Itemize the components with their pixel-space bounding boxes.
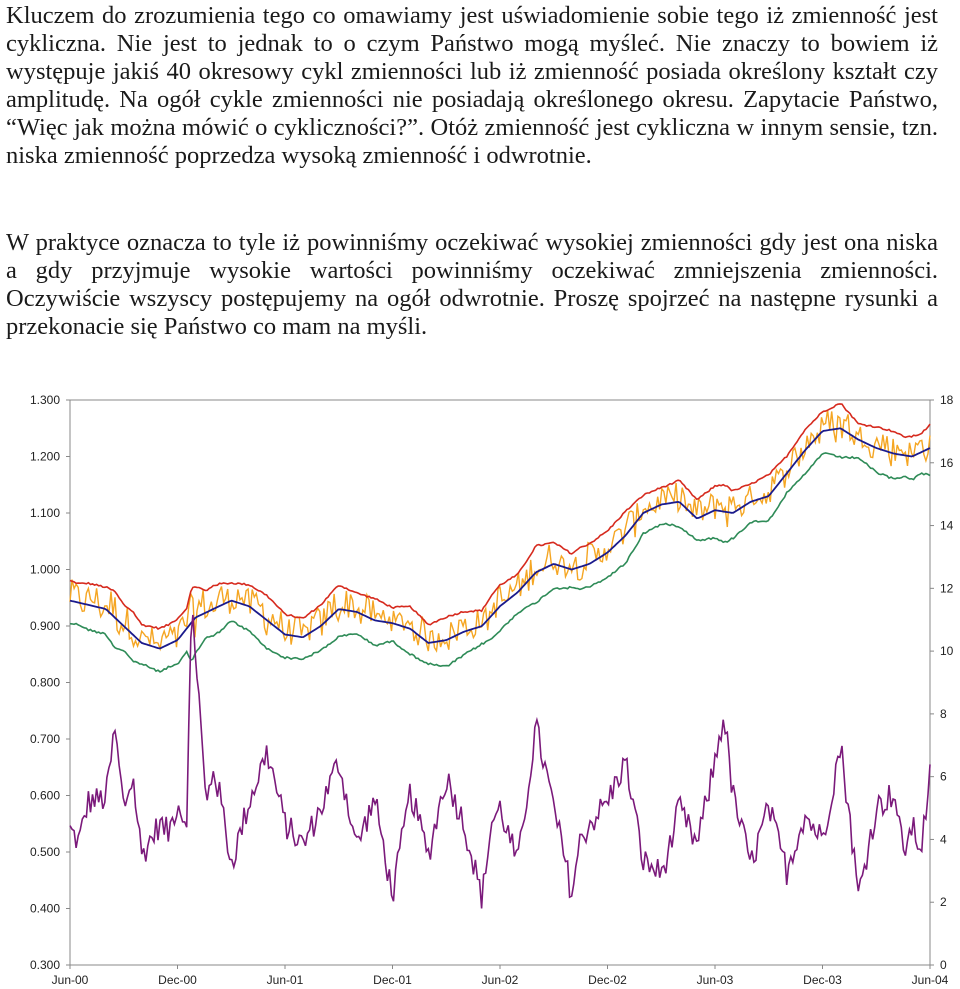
left-tick-label: 0.900 [30, 619, 60, 633]
paragraph-practical-implication: W praktyce oznacza to tyle iż powinniśmy… [6, 229, 938, 340]
right-tick-label: 18 [940, 393, 954, 407]
x-tick-label: Dec-03 [803, 973, 842, 987]
price-volatility-chart: 1.300 1.200 1.100 1.000 0.900 0.800 0.700 0.600… [30, 393, 954, 987]
x-tick-label: Jun-01 [267, 973, 304, 987]
right-tick-label: 0 [940, 958, 947, 972]
x-tick-label: Dec-01 [373, 973, 412, 987]
left-tick-label: 0.700 [30, 732, 60, 746]
right-tick-label: 4 [940, 832, 947, 846]
lower-band-line [69, 452, 931, 673]
right-tick-label: 2 [940, 895, 947, 909]
left-tick-label: 1.000 [30, 563, 60, 577]
left-tick-label: 1.200 [30, 450, 60, 464]
plot-frame [69, 399, 931, 966]
upper-band-line [69, 403, 931, 630]
left-tick-label: 1.300 [30, 393, 60, 407]
left-axis-ticks: 1.300 1.200 1.100 1.000 0.900 0.800 0.700 0.600… [30, 393, 70, 972]
x-tick-label: Jun-03 [697, 973, 734, 987]
right-axis-ticks: 18 16 14 12 10 8 6 4 2 0 [930, 393, 954, 972]
right-tick-label: 14 [940, 519, 954, 533]
right-tick-label: 6 [940, 770, 947, 784]
right-tick-label: 16 [940, 456, 954, 470]
right-tick-label: 10 [940, 644, 954, 658]
left-tick-label: 0.800 [30, 676, 60, 690]
x-tick-label: Jun-04 [912, 973, 949, 987]
price-line [69, 409, 931, 653]
left-tick-label: 0.300 [30, 958, 60, 972]
moving-average-line [69, 427, 931, 650]
paragraph-volatility-cycles: Kluczem do zrozumienia tego co omawiamy … [6, 2, 938, 169]
left-tick-label: 0.400 [30, 902, 60, 916]
left-tick-label: 0.600 [30, 789, 60, 803]
x-tick-label: Dec-00 [158, 973, 197, 987]
x-tick-label: Jun-00 [52, 973, 89, 987]
volatility-line [69, 614, 931, 909]
x-tick-label: Dec-02 [588, 973, 627, 987]
left-tick-label: 1.100 [30, 506, 60, 520]
x-axis-ticks: Jun-00 Dec-00 Jun-01 Dec-01 Jun-02 Dec-02 Jun-… [52, 965, 949, 987]
right-tick-label: 8 [940, 707, 947, 721]
x-tick-label: Jun-02 [482, 973, 519, 987]
series-layer [69, 403, 931, 909]
left-tick-label: 0.500 [30, 845, 60, 859]
right-tick-label: 12 [940, 581, 954, 595]
